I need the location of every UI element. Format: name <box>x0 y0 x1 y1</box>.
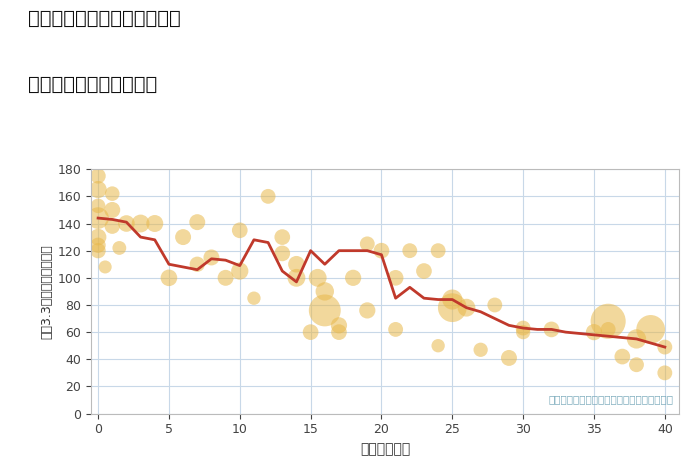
Point <box>92 242 104 249</box>
Point <box>92 186 104 193</box>
Point <box>603 318 614 325</box>
Point <box>617 353 628 360</box>
Point <box>113 244 125 252</box>
Point <box>92 172 104 180</box>
Point <box>517 329 528 336</box>
Point <box>234 227 246 234</box>
Point <box>290 260 302 268</box>
Point <box>333 329 344 336</box>
Point <box>92 233 104 241</box>
Point <box>517 324 528 332</box>
Point <box>489 301 500 309</box>
Point <box>659 343 671 351</box>
Point <box>390 274 401 282</box>
Point <box>447 304 458 312</box>
Point <box>163 274 174 282</box>
Point <box>248 294 260 302</box>
Point <box>319 306 330 314</box>
Point <box>99 263 111 271</box>
Point <box>419 267 430 275</box>
Point <box>276 250 288 257</box>
Point <box>305 329 316 336</box>
Point <box>475 346 486 353</box>
Point <box>276 233 288 241</box>
Point <box>106 222 118 230</box>
Point <box>347 274 358 282</box>
Point <box>178 233 189 241</box>
Point <box>603 326 614 333</box>
Text: 円の大きさは、取引のあった物件面積を示す: 円の大きさは、取引のあった物件面積を示す <box>548 394 673 404</box>
Y-axis label: 坪（3.3㎡）単価（万円）: 坪（3.3㎡）単価（万円） <box>40 244 53 339</box>
Point <box>362 240 373 248</box>
Point <box>220 274 231 282</box>
Point <box>290 274 302 282</box>
Point <box>106 206 118 214</box>
Point <box>659 369 671 376</box>
Point <box>461 304 472 312</box>
Point <box>92 214 104 222</box>
Point <box>433 247 444 254</box>
Point <box>447 296 458 303</box>
Point <box>390 326 401 333</box>
Point <box>206 254 217 261</box>
Point <box>135 220 146 227</box>
Point <box>404 247 415 254</box>
Point <box>106 190 118 197</box>
Point <box>192 219 203 226</box>
Point <box>92 247 104 254</box>
X-axis label: 築年数（年）: 築年数（年） <box>360 442 410 456</box>
Text: 築年数別中古戸建て価格: 築年数別中古戸建て価格 <box>28 75 158 94</box>
Text: 神奈川県川崎市宮前区初山の: 神奈川県川崎市宮前区初山の <box>28 9 181 28</box>
Point <box>121 220 132 227</box>
Point <box>631 361 642 368</box>
Point <box>631 335 642 343</box>
Point <box>92 202 104 210</box>
Point <box>234 267 246 275</box>
Point <box>362 306 373 314</box>
Point <box>192 260 203 268</box>
Point <box>546 326 557 333</box>
Point <box>333 321 344 329</box>
Point <box>149 220 160 227</box>
Point <box>319 288 330 295</box>
Point <box>645 326 657 333</box>
Point <box>262 193 274 200</box>
Point <box>312 274 323 282</box>
Point <box>589 329 600 336</box>
Point <box>433 342 444 350</box>
Point <box>503 354 514 362</box>
Point <box>376 247 387 254</box>
